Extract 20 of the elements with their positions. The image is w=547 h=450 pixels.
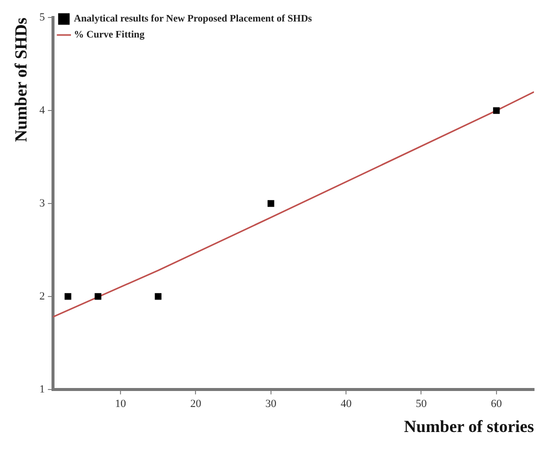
y-axis-title: Number of SHDs	[12, 17, 31, 142]
legend-label: % Curve Fitting	[74, 30, 144, 41]
point	[94, 293, 102, 300]
x-tick-label: 20	[190, 398, 202, 410]
x-tick-label: 60	[490, 398, 502, 410]
y-tick-label: 4	[39, 104, 46, 116]
point	[154, 293, 162, 300]
point	[493, 107, 500, 114]
y-tick-label: 3	[39, 197, 46, 210]
y-tick-label: 1	[39, 383, 45, 396]
legend-label: Analytical results for New Proposed Placement of SHDs	[74, 14, 312, 25]
y-tick-label: 5	[39, 11, 46, 24]
x-tick-label: 30	[265, 398, 277, 410]
point	[64, 293, 72, 300]
x-tick-label: 10	[115, 398, 127, 410]
x-tick-label: 40	[340, 398, 352, 410]
x-tick-label: 50	[416, 398, 428, 410]
x-axis-title: Number of stories	[404, 417, 534, 436]
point	[268, 200, 274, 207]
y-tick-label: 2	[39, 290, 45, 302]
